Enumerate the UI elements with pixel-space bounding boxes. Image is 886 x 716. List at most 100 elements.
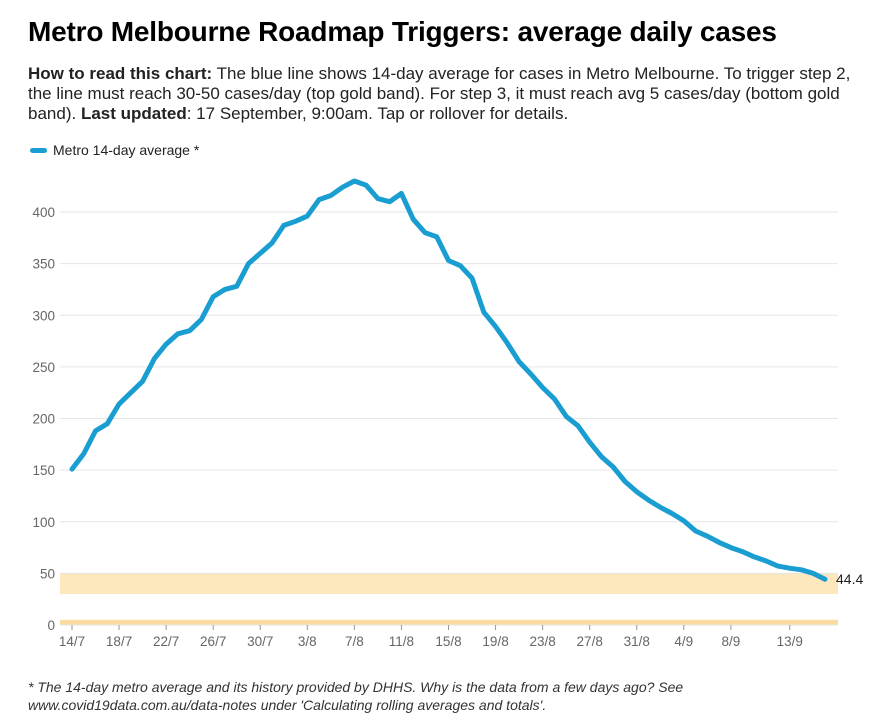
data-point — [787, 565, 793, 571]
footnote: * The 14-day metro average and its histo… — [28, 679, 684, 713]
data-point — [810, 570, 816, 576]
data-point — [163, 341, 169, 347]
data-point — [540, 385, 546, 391]
x-tick-label: 19/8 — [482, 634, 508, 649]
y-tick-label: 50 — [40, 566, 55, 581]
data-point — [398, 190, 404, 196]
y-tick-label: 400 — [32, 205, 55, 220]
data-point — [551, 396, 557, 402]
data-point — [187, 328, 193, 334]
x-tick-label: 27/8 — [577, 634, 603, 649]
data-point — [328, 192, 334, 198]
y-tick-label: 100 — [32, 515, 55, 530]
data-point — [410, 216, 416, 222]
data-point — [598, 454, 604, 460]
y-gridlines — [60, 211, 838, 626]
data-point — [457, 263, 463, 269]
x-tick-label: 8/9 — [721, 634, 740, 649]
data-point — [575, 423, 581, 429]
data-point — [587, 439, 593, 445]
data-point — [128, 390, 134, 396]
data-point — [363, 182, 369, 188]
x-tick-label: 11/8 — [389, 634, 414, 649]
chart-legend[interactable]: Metro 14-day average * — [30, 142, 199, 158]
legend-label: Metro 14-day average * — [53, 142, 200, 158]
x-tick-label: 7/8 — [345, 634, 364, 649]
data-point — [740, 549, 746, 555]
data-point — [693, 528, 699, 534]
data-point — [93, 428, 99, 434]
data-point — [245, 261, 251, 267]
band-step-2 — [60, 573, 838, 595]
data-point — [257, 250, 263, 256]
data-point — [175, 331, 181, 337]
x-tick-label: 14/7 — [59, 634, 85, 649]
x-tick-label: 18/7 — [106, 634, 132, 649]
data-point — [775, 563, 781, 569]
y-tick-label: 200 — [32, 412, 55, 427]
data-point — [198, 316, 204, 322]
band-step-3 — [60, 619, 838, 625]
data-point — [116, 401, 122, 407]
data-point — [234, 283, 240, 289]
data-point — [610, 464, 616, 470]
series-line-metro-average — [69, 178, 828, 582]
data-point — [822, 576, 828, 582]
data-point — [493, 324, 499, 330]
data-point — [646, 497, 652, 503]
data-point — [469, 275, 475, 281]
how-to-read-label: How to read this chart: — [28, 64, 213, 83]
data-point — [387, 199, 393, 205]
data-point — [81, 451, 87, 457]
data-point — [422, 230, 428, 236]
x-tick-label: 30/7 — [247, 634, 273, 649]
data-point — [140, 378, 146, 384]
data-point — [351, 178, 357, 184]
data-point — [281, 222, 287, 228]
last-updated-label: Last updated — [80, 104, 187, 123]
data-point — [375, 196, 381, 202]
data-point — [293, 218, 299, 224]
last-updated-text: : 17 September, 9:00am. Tap or rollover … — [186, 104, 569, 123]
chart-title: Metro Melbourne Roadmap Triggers: averag… — [28, 16, 777, 47]
data-point — [434, 234, 440, 240]
x-tick-label: 23/8 — [529, 634, 555, 649]
trigger-bands — [60, 573, 838, 625]
y-tick-label: 350 — [32, 257, 55, 272]
data-point — [222, 286, 228, 292]
data-point — [657, 504, 663, 510]
y-tick-label: 150 — [32, 463, 55, 478]
x-axis-ticks: 14/7 18/7 22/7 26/7 30/7 3/8 7/8 11/8 15/8 19/8 23… — [59, 625, 803, 649]
x-tick-label: 3/8 — [298, 634, 317, 649]
data-point — [504, 340, 510, 346]
data-point — [728, 545, 734, 551]
data-point — [516, 359, 522, 365]
data-point — [716, 539, 722, 545]
chart-description: How to read this chart: The blue line sh… — [28, 64, 873, 124]
data-point — [104, 421, 110, 427]
data-point — [316, 197, 322, 203]
data-point — [151, 356, 157, 362]
data-point — [69, 466, 75, 472]
data-point — [563, 413, 569, 419]
data-point — [681, 518, 687, 524]
data-point — [763, 558, 769, 564]
data-point — [622, 478, 628, 484]
y-tick-label: 0 — [47, 618, 55, 633]
data-point — [210, 294, 216, 300]
x-tick-label: 22/7 — [153, 634, 179, 649]
how-to-read-text: The blue line shows 14-day average for c… — [28, 64, 851, 123]
x-tick-label: 13/9 — [777, 634, 803, 649]
data-point — [669, 510, 675, 516]
data-point — [751, 554, 757, 560]
data-point — [704, 533, 710, 539]
x-tick-label: 4/9 — [674, 634, 693, 649]
data-point — [340, 184, 346, 190]
x-tick-label: 15/8 — [435, 634, 461, 649]
y-tick-label: 300 — [32, 308, 55, 323]
data-point — [798, 567, 804, 573]
data-point — [446, 258, 452, 264]
x-tick-label: 31/8 — [624, 634, 650, 649]
x-tick-label: 26/7 — [200, 634, 226, 649]
